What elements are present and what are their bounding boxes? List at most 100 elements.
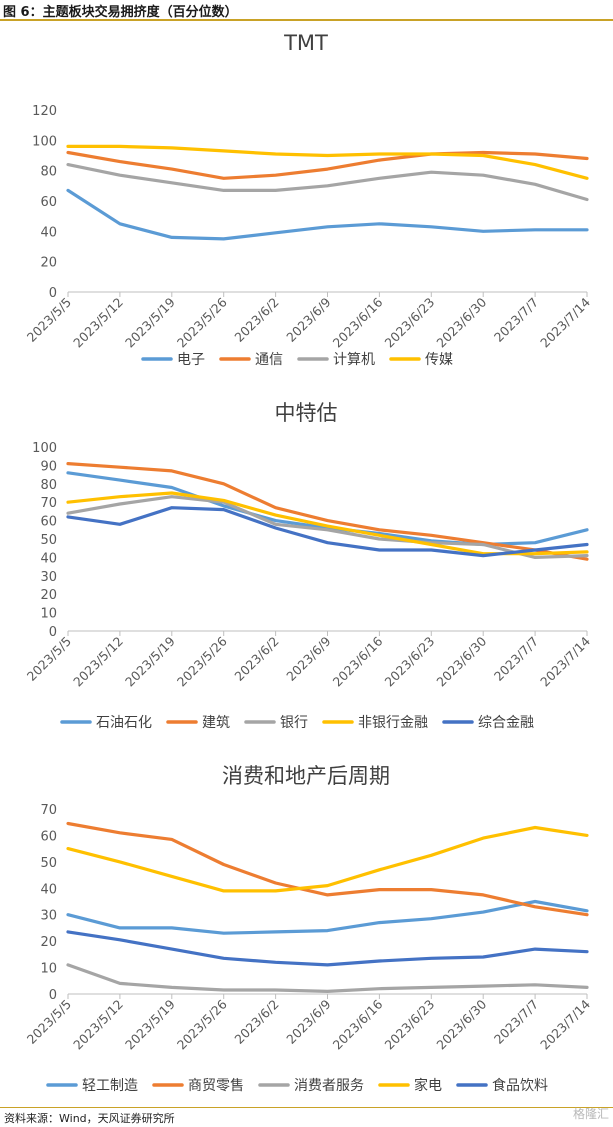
- x-tick-label: 2023/5/5: [24, 634, 74, 684]
- legend-label: 综合金融: [478, 715, 534, 731]
- series-line-2: [66, 163, 589, 202]
- series-line-1: [66, 150, 589, 180]
- y-tick-label: 0: [49, 286, 57, 301]
- y-tick-label: 50: [40, 856, 57, 871]
- series-line-3: [66, 825, 589, 893]
- series-line-4: [66, 930, 589, 967]
- x-tick-label: 2023/6/30: [433, 294, 489, 350]
- x-tick-label: 2023/6/2: [231, 634, 281, 684]
- legend-label: 电子: [177, 352, 205, 368]
- series-line-3: [66, 144, 589, 180]
- y-tick-label: 10: [40, 607, 57, 622]
- y-tick-label: 0: [49, 988, 57, 1003]
- y-tick-label: 20: [40, 935, 57, 950]
- y-tick-label: 90: [40, 459, 57, 474]
- figure-header: 图 6：主题板块交易拥挤度（百分位数）: [0, 0, 613, 22]
- series-line-1: [66, 461, 589, 561]
- legend-item-2: 银行: [244, 715, 308, 731]
- legend-item-2: 消费者服务: [258, 1078, 364, 1094]
- x-tick-label: 2023/6/30: [433, 633, 489, 689]
- series-line-0: [66, 188, 589, 241]
- series-line-4: [66, 506, 589, 558]
- y-tick-label: 50: [40, 533, 57, 548]
- x-tick-label: 2023/7/14: [537, 996, 593, 1052]
- legend-item-1: 建筑: [166, 715, 230, 731]
- x-tick-label: 2023/7/7: [491, 634, 541, 684]
- x-tick-label: 2023/6/16: [330, 996, 386, 1052]
- series-line-2: [66, 495, 589, 559]
- y-tick-label: 70: [40, 803, 57, 818]
- y-tick-label: 40: [40, 225, 57, 240]
- legend-item-2: 计算机: [297, 352, 375, 368]
- y-tick-label: 100: [32, 441, 57, 456]
- x-tick-label: 2023/5/26: [174, 996, 230, 1052]
- x-tick-label: 2023/6/2: [231, 295, 281, 345]
- y-tick-label: 30: [40, 909, 57, 924]
- legend-item-0: 石油石化: [60, 715, 152, 731]
- x-tick-label: 2023/6/9: [283, 294, 333, 344]
- legend-label: 通信: [255, 352, 283, 368]
- y-tick-label: 100: [32, 134, 57, 149]
- y-tick-label: 40: [40, 882, 57, 897]
- x-tick-label: 2023/6/9: [283, 633, 333, 683]
- series-line-0: [66, 899, 589, 935]
- series-line-0: [66, 471, 589, 547]
- x-tick-label: 2023/5/12: [70, 634, 126, 690]
- y-tick-label: 30: [40, 570, 57, 585]
- x-tick-label: 2023/5/5: [24, 997, 74, 1047]
- y-tick-label: 20: [40, 588, 57, 603]
- series-line-1: [66, 821, 589, 917]
- legend-item-3: 家电: [378, 1077, 442, 1094]
- figure-title: 图 6：主题板块交易拥挤度（百分位数）: [3, 5, 238, 20]
- x-tick-label: 2023/6/16: [330, 633, 386, 689]
- x-tick-label: 2023/6/9: [283, 996, 333, 1046]
- x-tick-label: 2023/5/12: [70, 997, 126, 1053]
- x-tick-label: 2023/6/30: [433, 996, 489, 1052]
- y-tick-label: 80: [40, 165, 57, 180]
- legend-item-3: 传媒: [389, 352, 453, 368]
- y-tick-label: 20: [40, 256, 57, 271]
- x-tick-label: 2023/5/19: [122, 996, 178, 1052]
- legend-label: 食品饮料: [492, 1077, 548, 1094]
- x-tick-label: 2023/5/12: [70, 295, 126, 351]
- y-tick-label: 0: [49, 625, 57, 640]
- source-note: 资料来源：Wind，天风证券研究所: [4, 1112, 175, 1125]
- legend-item-4: 食品饮料: [456, 1077, 548, 1094]
- x-tick-label: 2023/7/14: [537, 633, 593, 689]
- legend-item-0: 轻工制造: [46, 1078, 138, 1094]
- chart-title: 消费和地产后周期: [222, 764, 390, 788]
- y-tick-label: 60: [40, 195, 57, 210]
- y-tick-label: 60: [40, 829, 57, 844]
- x-tick-label: 2023/5/26: [174, 294, 230, 350]
- x-tick-label: 2023/6/23: [381, 634, 437, 690]
- chart-title: 中特估: [275, 401, 338, 425]
- x-tick-label: 2023/6/16: [330, 294, 386, 350]
- legend-label: 传媒: [425, 352, 453, 368]
- y-tick-label: 10: [40, 962, 57, 977]
- legend-label: 家电: [414, 1077, 442, 1094]
- x-tick-label: 2023/7/14: [537, 294, 593, 350]
- legend-label: 商贸零售: [188, 1078, 244, 1094]
- y-tick-label: 80: [40, 478, 57, 493]
- chart-zhongtegu: 中特估01020304050607080901002023/5/52023/5/…: [24, 401, 593, 731]
- x-tick-label: 2023/6/2: [231, 997, 281, 1047]
- x-tick-label: 2023/5/19: [122, 633, 178, 689]
- y-tick-label: 120: [32, 104, 57, 119]
- y-tick-label: 60: [40, 515, 57, 530]
- legend-item-3: 非银行金融: [322, 715, 428, 731]
- legend-label: 银行: [280, 715, 308, 731]
- x-tick-label: 2023/6/23: [381, 997, 437, 1053]
- legend-label: 消费者服务: [294, 1078, 364, 1094]
- legend-item-4: 综合金融: [442, 715, 534, 731]
- legend-label: 非银行金融: [358, 715, 428, 731]
- y-tick-label: 70: [40, 496, 57, 511]
- x-tick-label: 2023/5/5: [24, 295, 74, 345]
- x-tick-label: 2023/5/26: [174, 633, 230, 689]
- legend-item-1: 通信: [219, 352, 283, 368]
- chart-title: TMT: [283, 31, 328, 55]
- legend-label: 石油石化: [96, 715, 152, 731]
- x-tick-label: 2023/7/7: [491, 295, 541, 345]
- header-rule: [0, 19, 613, 21]
- legend-label: 轻工制造: [82, 1078, 138, 1094]
